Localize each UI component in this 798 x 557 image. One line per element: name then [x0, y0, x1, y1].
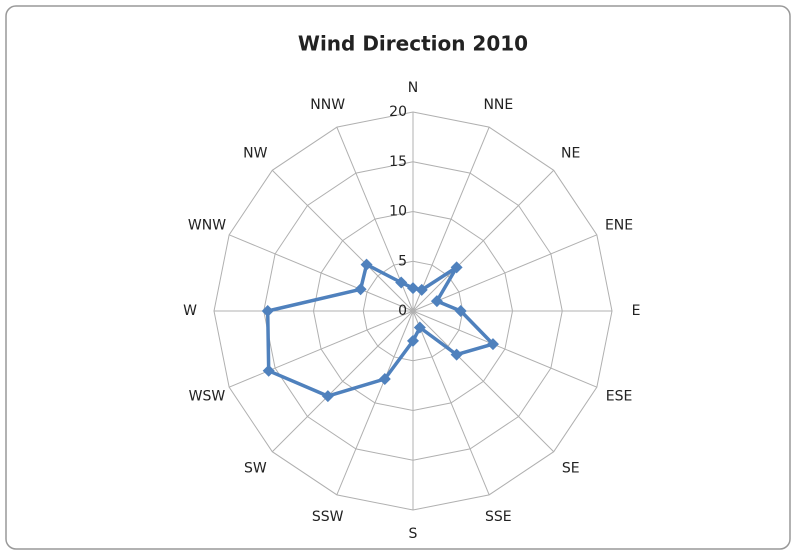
- category-label: SW: [244, 461, 267, 477]
- data-point: [261, 305, 274, 317]
- category-label: N: [408, 80, 418, 96]
- data-point: [450, 348, 463, 361]
- data-point: [360, 258, 373, 271]
- grid-ring: [312, 210, 514, 412]
- data-point: [378, 373, 391, 386]
- data-point: [450, 261, 463, 274]
- data-point: [354, 283, 367, 296]
- grid-ring: [362, 260, 464, 362]
- r-tick-label: 15: [389, 154, 407, 170]
- data-point: [415, 283, 428, 296]
- category-label: NW: [243, 145, 267, 161]
- data-point: [407, 282, 419, 295]
- data-point: [407, 334, 419, 347]
- grid-ring: [213, 111, 613, 511]
- category-label: NE: [561, 145, 580, 161]
- data-point: [395, 276, 408, 289]
- data-point: [262, 364, 275, 377]
- grid-ring: [263, 161, 563, 461]
- data-point: [454, 305, 467, 317]
- chart-frame: [5, 5, 791, 550]
- data-point: [413, 321, 426, 334]
- chart-title: Wind Direction 2010: [298, 32, 528, 56]
- category-label: NNW: [310, 97, 345, 113]
- category-label: SSW: [312, 509, 344, 525]
- category-label: ESE: [606, 388, 633, 404]
- data-point: [486, 338, 499, 351]
- category-label: W: [183, 303, 197, 319]
- r-tick-label: 5: [398, 253, 407, 269]
- category-label: ENE: [605, 218, 633, 234]
- category-label: SSE: [485, 509, 512, 525]
- category-label: SE: [562, 461, 580, 477]
- category-label: E: [632, 303, 641, 319]
- r-tick-label: 0: [398, 303, 407, 319]
- category-label: WSW: [189, 388, 226, 404]
- data-point: [430, 295, 443, 308]
- r-tick-label: 10: [389, 204, 407, 220]
- r-tick-label: 20: [389, 104, 407, 120]
- data-point: [321, 390, 334, 403]
- category-label: NNE: [483, 97, 513, 113]
- category-label: S: [409, 526, 418, 542]
- category-label: WNW: [188, 218, 226, 234]
